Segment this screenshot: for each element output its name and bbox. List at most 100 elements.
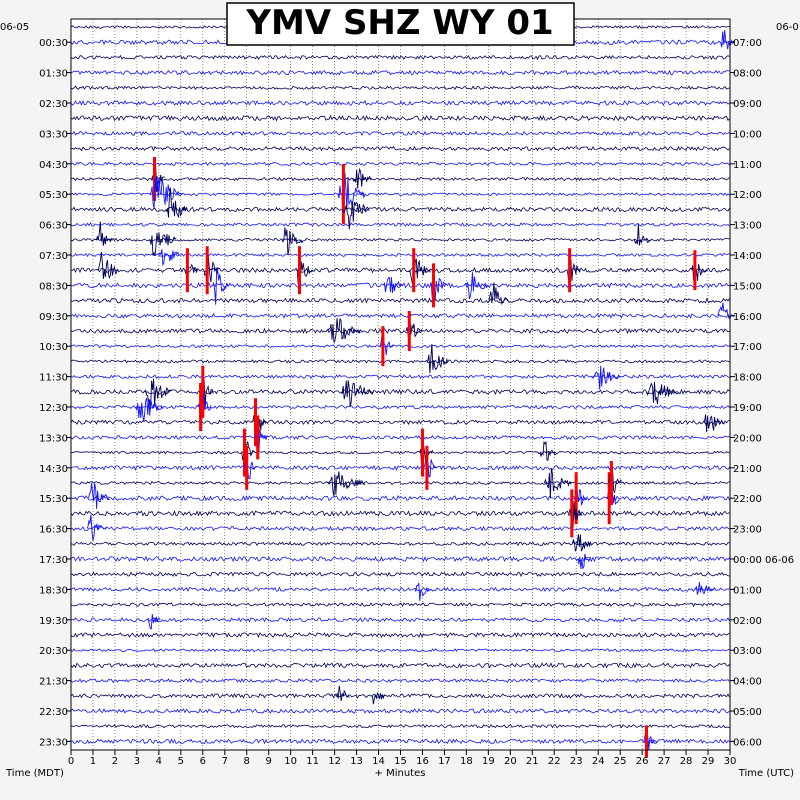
event-burst-59 — [371, 691, 385, 705]
trace-line-29 — [70, 450, 730, 455]
left-time-label-2: 01:30 — [39, 69, 68, 80]
x-tick-label-20: 20 — [504, 756, 517, 767]
trace-line-8 — [70, 130, 730, 137]
trace-line-36 — [70, 555, 730, 563]
trace-line-40 — [70, 617, 730, 623]
clipped-signal-35 — [256, 415, 260, 460]
trace-line-25 — [70, 388, 730, 396]
trace-line-37 — [71, 571, 730, 578]
event-burst-46 — [88, 483, 110, 509]
event-burst-1 — [720, 29, 735, 50]
x-tick-label-12: 12 — [328, 756, 341, 767]
trace-line-18 — [70, 282, 730, 289]
right-time-label-16: 22:00 — [733, 494, 762, 505]
trace-line-7 — [70, 114, 730, 122]
right-time-label-7: 13:00 — [733, 221, 762, 232]
left-time-label-24: 23:30 — [39, 737, 68, 748]
trace-line-5 — [70, 85, 730, 91]
clipped-signal-5 — [341, 164, 345, 225]
trace-line-34 — [70, 525, 730, 532]
event-burst-29 — [426, 343, 449, 374]
event-burst-10 — [149, 232, 177, 256]
event-burst-11 — [158, 249, 181, 267]
left-time-label-16: 15:30 — [39, 494, 68, 505]
right-time-label-19: 01:00 — [733, 585, 762, 596]
x-tick-label-10: 10 — [284, 756, 297, 767]
event-burst-45 — [326, 471, 366, 497]
trace-line-33 — [70, 510, 730, 517]
trace-line-35 — [70, 541, 730, 547]
x-tick-label-24: 24 — [592, 756, 605, 767]
x-tick-label-6: 6 — [200, 756, 206, 767]
clipped-signal-34 — [254, 398, 257, 447]
clipped-signal-24 — [693, 250, 697, 291]
right-time-label-6: 12:00 — [733, 190, 762, 201]
event-burst-57 — [146, 613, 161, 630]
trace-line-6 — [70, 100, 730, 107]
right-time-label-10: 16:00 — [733, 312, 762, 323]
x-tick-label-30: 30 — [724, 756, 737, 767]
left-time-labels: 00:30 01:30 02:30 03:30 04:30 05:30 06:30 07:30… — [39, 38, 71, 748]
right-time-label-17: 23:00 — [733, 525, 762, 536]
clipped-signal-36 — [243, 428, 246, 477]
trace-line-46 — [70, 708, 730, 714]
event-burst-15 — [281, 227, 304, 255]
event-burst-20 — [465, 272, 488, 300]
event-burst-17 — [383, 277, 403, 293]
x-tick-label-8: 8 — [244, 756, 250, 767]
event-burst-31 — [135, 397, 164, 422]
left-time-label-23: 22:30 — [39, 707, 68, 718]
event-burst-3 — [149, 175, 183, 209]
x-tick-label-2: 2 — [112, 756, 118, 767]
event-burst-40 — [646, 381, 679, 405]
trace-line-14 — [70, 222, 730, 227]
left-time-label-9: 08:30 — [39, 281, 68, 292]
event-burst-44 — [539, 440, 557, 461]
left-time-label-8: 07:30 — [39, 251, 68, 262]
right-time-label-11: 17:00 — [733, 342, 762, 353]
x-tick-label-0: 0 — [68, 756, 74, 767]
trace-line-20 — [70, 312, 730, 319]
left-time-label-17: 16:30 — [39, 525, 68, 536]
right-time-label-8: 14:00 — [733, 251, 762, 262]
left-time-label-19: 18:30 — [39, 585, 68, 596]
event-burst-6 — [341, 201, 370, 230]
right-time-label-9: 15:00 — [733, 281, 762, 292]
x-tick-label-26: 26 — [636, 756, 649, 767]
x-tick-label-29: 29 — [702, 756, 715, 767]
trace-line-28 — [70, 434, 730, 440]
right-time-label-15: 21:00 — [733, 464, 762, 475]
right-time-label-18: 00:00 06-06 — [733, 555, 794, 566]
clipped-signal-19 — [432, 263, 435, 308]
left-time-label-10: 09:30 — [39, 312, 68, 323]
left-time-label-20: 19:30 — [39, 616, 68, 627]
right-time-label-5: 11:00 — [733, 160, 762, 171]
chart-title: YMV SHZ WY 01 — [245, 3, 553, 43]
trace-line-38 — [70, 586, 730, 593]
trace-line-42 — [70, 648, 730, 653]
trace-line-45 — [70, 692, 730, 699]
x-tick-label-22: 22 — [548, 756, 561, 767]
right-time-label-13: 19:00 — [733, 403, 762, 414]
x-tick-label-3: 3 — [134, 756, 140, 767]
left-axis-label: Time (MDT) — [5, 768, 64, 779]
minute-tick-labels: 0 1 2 3 4 5 6 7 8 9 10 11 12 13 14 15 16 17 18 19 20 21 22 23 24… — [68, 750, 737, 767]
clipped-signal-48 — [570, 489, 574, 538]
x-tick-label-1: 1 — [90, 756, 96, 767]
right-time-label-4: 10:00 — [733, 129, 762, 140]
left-time-label-6: 05:30 — [39, 190, 68, 201]
event-burst-14 — [212, 267, 229, 305]
clipped-signal-12 — [185, 248, 189, 293]
trace-line-16 — [70, 252, 730, 258]
x-tick-label-25: 25 — [614, 756, 627, 767]
trace-line-32 — [70, 494, 730, 502]
trace-line-23 — [70, 359, 730, 364]
bottom-axis-label: + Minutes — [375, 768, 426, 779]
clipped-signal-49 — [607, 472, 611, 525]
trace-line-27 — [70, 419, 730, 426]
trace-line-44 — [70, 677, 730, 684]
x-tick-label-17: 17 — [438, 756, 451, 767]
left-time-label-15: 14:30 — [39, 464, 68, 475]
x-tick-label-13: 13 — [350, 756, 363, 767]
